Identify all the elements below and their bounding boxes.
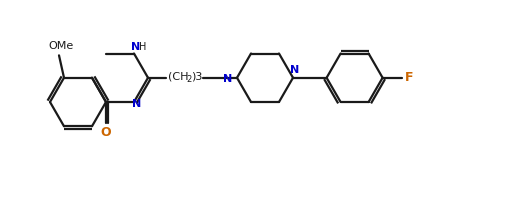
Text: 2: 2 — [186, 75, 191, 84]
Text: (CH: (CH — [168, 72, 189, 82]
Text: N: N — [131, 42, 140, 52]
Text: N: N — [132, 99, 141, 109]
Text: O: O — [101, 126, 112, 139]
Text: OMe: OMe — [48, 41, 74, 51]
Text: )3: )3 — [191, 72, 202, 82]
Text: N: N — [291, 65, 300, 75]
Text: F: F — [405, 71, 413, 84]
Text: N: N — [223, 74, 232, 84]
Text: H: H — [139, 42, 147, 52]
